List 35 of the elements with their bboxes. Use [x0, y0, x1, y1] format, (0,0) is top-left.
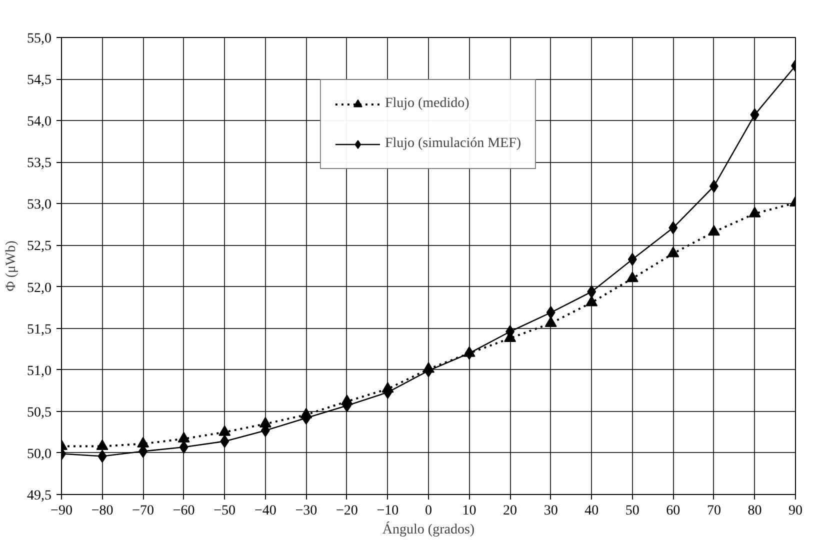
y-tick-label: 49,5 — [27, 488, 52, 504]
x-tick-label: 10 — [462, 504, 476, 518]
y-tick-label: 53,0 — [27, 198, 52, 213]
y-tick-label: 51,0 — [27, 364, 52, 379]
x-tick-label: 0 — [425, 504, 432, 518]
x-tick-label: 60 — [666, 504, 680, 518]
x-tick-label: 70 — [706, 504, 721, 518]
x-tick-label: −30 — [295, 504, 318, 518]
x-tick-label: 50 — [625, 504, 640, 518]
x-tick-label: −50 — [214, 504, 236, 518]
x-tick-label: −90 — [50, 504, 72, 518]
x-tick-label: 30 — [544, 504, 558, 518]
y-axis-title: Φ (μWb) — [4, 240, 19, 292]
x-axis-title: Ángulo (grados) — [382, 520, 475, 538]
x-tick-label: 20 — [503, 504, 518, 518]
y-tick-label: 52,0 — [27, 280, 52, 296]
y-tick-label: 54,5 — [27, 73, 52, 88]
x-tick-label: −40 — [254, 504, 276, 518]
y-tick-label: 50,5 — [27, 405, 52, 420]
x-tick-label: 80 — [748, 504, 762, 518]
legend-label: Flujo (simulación MEF) — [384, 136, 522, 152]
y-tick-label: 52,5 — [27, 239, 52, 254]
y-tick-label: 55,0 — [27, 32, 52, 46]
x-tick-label: −80 — [91, 504, 114, 518]
x-tick-label: −10 — [376, 504, 399, 518]
legend-label: Flujo (medido) — [384, 96, 470, 112]
x-tick-label: 90 — [788, 504, 802, 518]
y-tick-label: 53,5 — [27, 156, 52, 172]
x-tick-label: 40 — [584, 504, 599, 518]
x-tick-label: −70 — [132, 504, 154, 518]
x-tick-label: −20 — [336, 504, 358, 518]
y-tick-label: 50,0 — [27, 446, 52, 462]
y-tick-label: 51,5 — [27, 322, 52, 338]
y-tick-label: 54,0 — [27, 114, 52, 130]
x-tick-label: −60 — [172, 504, 195, 518]
